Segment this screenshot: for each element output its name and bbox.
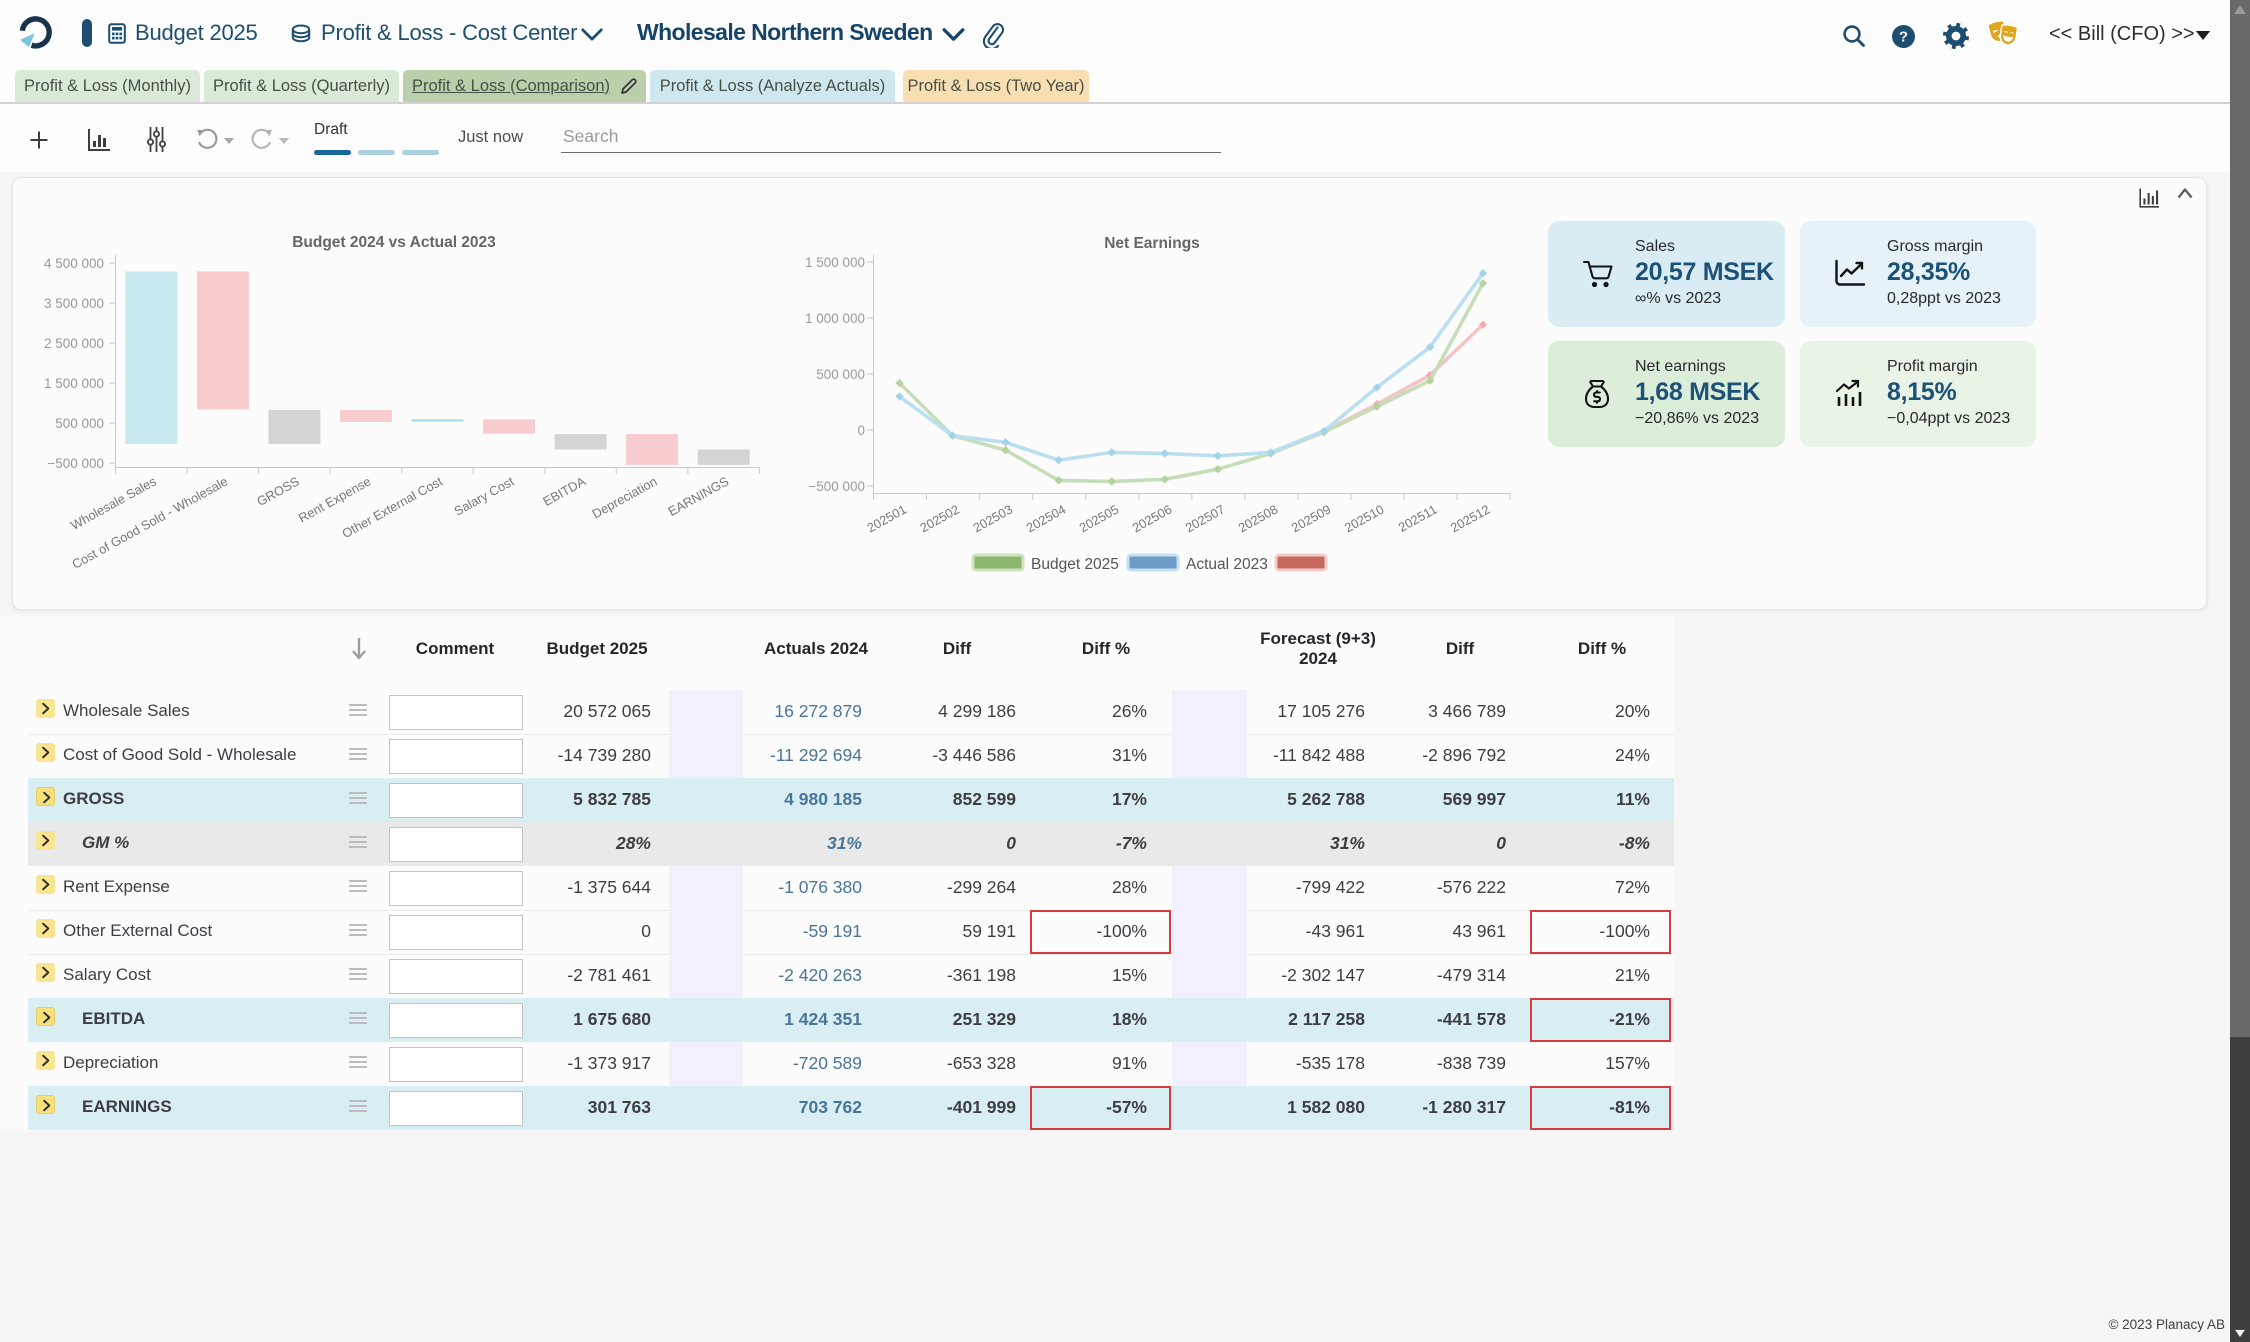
svg-text:Actual 2023: Actual 2023 — [1186, 556, 1268, 573]
svg-text:Budget 2024 vs Actual 2023: Budget 2024 vs Actual 2023 — [292, 234, 496, 251]
svg-text:−500 000: −500 000 — [47, 456, 104, 471]
svg-text:202501: 202501 — [864, 502, 909, 536]
svg-text:202506: 202506 — [1130, 502, 1175, 536]
svg-text:500 000: 500 000 — [55, 416, 104, 431]
svg-text:4 500 000: 4 500 000 — [44, 256, 104, 271]
svg-text:202508: 202508 — [1236, 502, 1281, 536]
svg-text:0: 0 — [857, 423, 865, 438]
svg-text:GROSS: GROSS — [254, 474, 302, 510]
svg-text:−500 000: −500 000 — [808, 479, 865, 494]
svg-text:1 000 000: 1 000 000 — [805, 311, 865, 326]
svg-text:3 500 000: 3 500 000 — [44, 296, 104, 311]
svg-text:1 500 000: 1 500 000 — [805, 255, 865, 270]
svg-text:?: ? — [1899, 29, 1908, 46]
svg-text:Depreciation: Depreciation — [589, 474, 659, 522]
svg-text:1 500 000: 1 500 000 — [44, 376, 104, 391]
svg-text:202511: 202511 — [1396, 502, 1440, 535]
svg-text:202509: 202509 — [1289, 502, 1334, 536]
svg-text:Budget 2025: Budget 2025 — [1031, 556, 1119, 573]
svg-text:202512: 202512 — [1448, 502, 1493, 536]
svg-text:202502: 202502 — [917, 502, 962, 536]
svg-text:202503: 202503 — [970, 502, 1015, 536]
svg-text:2 500 000: 2 500 000 — [44, 336, 104, 351]
svg-text:Salary Cost: Salary Cost — [451, 473, 517, 518]
svg-text:202507: 202507 — [1183, 502, 1228, 536]
svg-text:EBITDA: EBITDA — [540, 473, 588, 509]
svg-text:202504: 202504 — [1024, 502, 1069, 536]
svg-text:500 000: 500 000 — [816, 367, 865, 382]
svg-text:Net Earnings: Net Earnings — [1104, 235, 1200, 252]
svg-text:202505: 202505 — [1077, 502, 1122, 536]
svg-text:EARNINGS: EARNINGS — [665, 474, 731, 520]
svg-text:202510: 202510 — [1342, 502, 1387, 536]
